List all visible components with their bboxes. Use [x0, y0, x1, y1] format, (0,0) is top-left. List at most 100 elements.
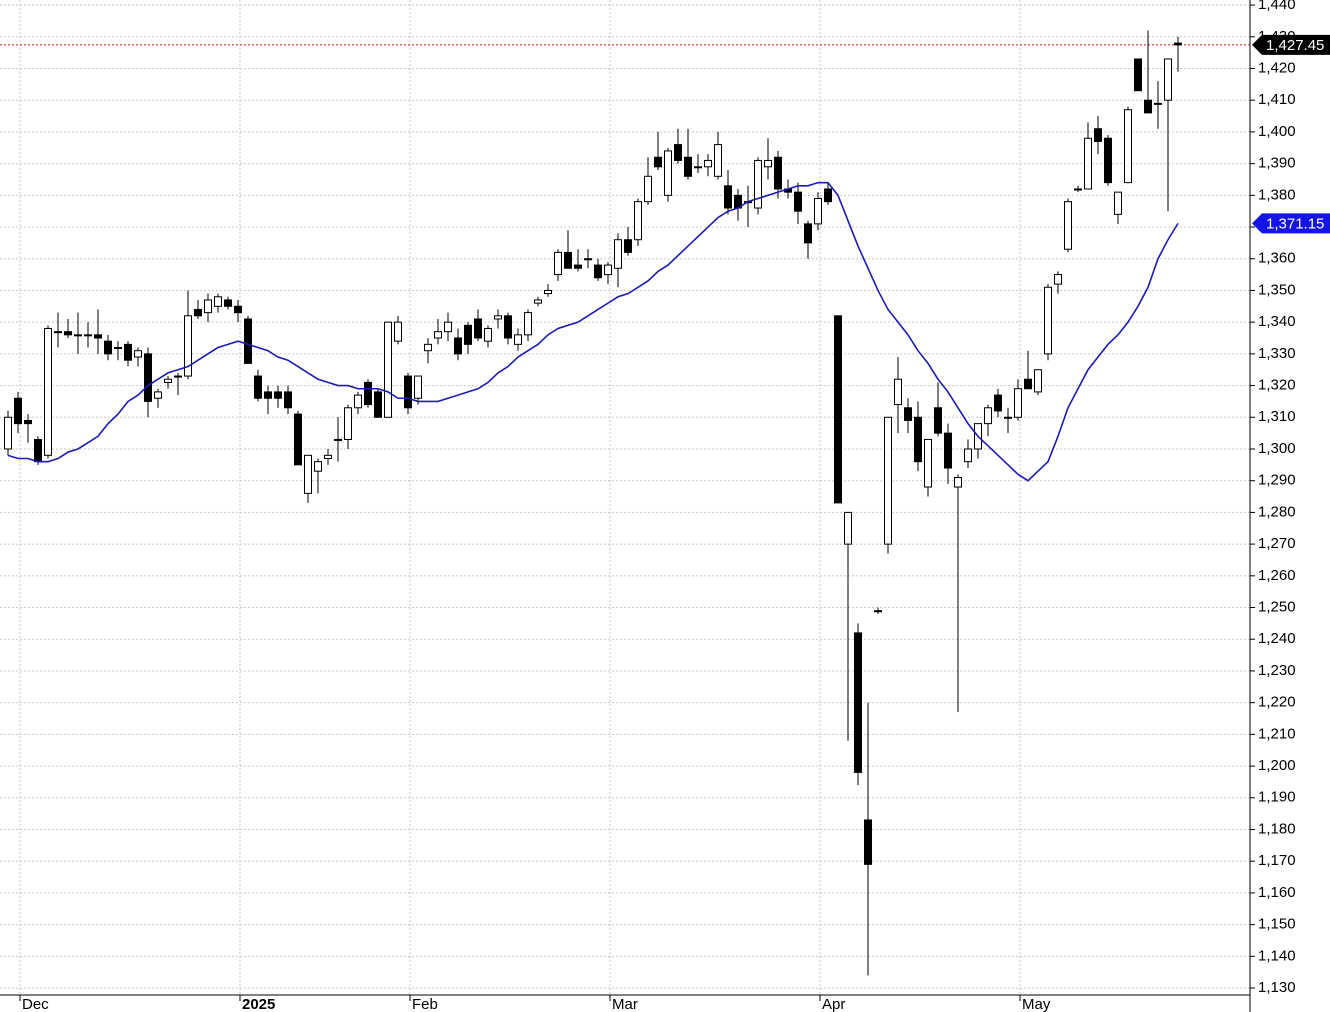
y-tick-label: 1,320 [1258, 377, 1296, 394]
candle-body [574, 264, 582, 269]
candle-body [904, 407, 912, 421]
candle-body [44, 327, 52, 456]
y-tick-label: 1,340 [1258, 313, 1296, 330]
candle-body [1174, 42, 1182, 46]
candle-body [984, 407, 992, 425]
candle-body [1124, 109, 1132, 184]
x-tick-label: 2025 [242, 996, 275, 1012]
candle-body [4, 416, 12, 450]
candle-body [214, 296, 222, 307]
candle-body [1154, 102, 1162, 105]
candle-body [924, 438, 932, 488]
candle-body [664, 150, 672, 196]
candle-body [284, 391, 292, 409]
y-tick-label: 1,150 [1258, 916, 1296, 933]
candle-body [194, 308, 202, 317]
x-tick-label: Mar [612, 996, 638, 1012]
candle-body [834, 315, 842, 504]
candle-body [1064, 201, 1072, 250]
candle-body [14, 397, 22, 425]
y-tick-label: 1,420 [1258, 59, 1296, 76]
candle-body [964, 448, 972, 463]
y-tick-label: 1,400 [1258, 123, 1296, 140]
candle-body [274, 391, 282, 399]
candle-body [1104, 137, 1112, 184]
candle-body [694, 166, 702, 169]
candle-body [394, 321, 402, 342]
candle-body [34, 438, 42, 463]
candle-body [154, 391, 162, 399]
candle-body [334, 438, 342, 441]
y-tick-label: 1,440 [1258, 0, 1296, 13]
candle-body [164, 378, 172, 383]
candle-body [384, 321, 392, 418]
candle-body [294, 413, 302, 466]
candle-body [504, 315, 512, 339]
y-tick-label: 1,190 [1258, 789, 1296, 806]
y-tick-label: 1,240 [1258, 630, 1296, 647]
candle-body [704, 159, 712, 168]
candle-body [584, 258, 592, 261]
candle-body [1114, 191, 1122, 215]
candle-body [774, 156, 782, 190]
candle-body [934, 407, 942, 434]
candle-body [754, 159, 762, 209]
y-tick-label: 1,300 [1258, 440, 1296, 457]
y-tick-label: 1,360 [1258, 250, 1296, 267]
candle-body [1134, 58, 1142, 92]
candle-body [1014, 388, 1022, 418]
candle-body [434, 331, 442, 339]
x-tick-label: Dec [22, 996, 49, 1012]
candle-body [874, 610, 882, 613]
candle-body [614, 239, 622, 269]
candle-body [1084, 137, 1092, 190]
candle-body [54, 331, 62, 334]
y-tick-label: 1,350 [1258, 281, 1296, 298]
candle-body [444, 321, 452, 333]
y-tick-label: 1,380 [1258, 186, 1296, 203]
candle-body [524, 312, 532, 336]
x-tick-label: Apr [822, 996, 845, 1012]
candle-body [914, 416, 922, 463]
y-tick-label: 1,410 [1258, 91, 1296, 108]
candle-body [1054, 274, 1062, 285]
candle-body [374, 391, 382, 418]
candle-body [514, 334, 522, 345]
candle-body [564, 251, 572, 269]
candle-body [234, 305, 242, 314]
candle-body [894, 378, 902, 406]
candle-body [24, 419, 32, 425]
price-marker-label: 1,427.45 [1266, 37, 1324, 54]
candle-body [554, 251, 562, 276]
candle-body [304, 454, 312, 494]
candle-body [1144, 99, 1152, 114]
candle-body [1074, 188, 1082, 191]
candle-body [264, 391, 272, 399]
candle-body [74, 334, 82, 337]
candle-body [804, 223, 812, 244]
candle-body [594, 264, 602, 279]
candle-body [724, 185, 732, 209]
candle-body [814, 197, 822, 225]
price-marker-label: 1,371.15 [1266, 215, 1324, 232]
candle-body [864, 819, 872, 865]
candle-body [1044, 286, 1052, 355]
candle-body [224, 299, 232, 307]
candle-body [824, 188, 832, 203]
candle-body [244, 318, 252, 364]
candle-body [84, 334, 92, 337]
y-tick-label: 1,130 [1258, 979, 1296, 996]
candle-body [184, 315, 192, 377]
y-tick-label: 1,290 [1258, 472, 1296, 489]
candle-body [424, 343, 432, 352]
candle-body [844, 511, 852, 545]
candle-body [624, 239, 632, 253]
candle-body [954, 477, 962, 488]
y-tick-label: 1,210 [1258, 725, 1296, 742]
candle-body [764, 159, 772, 168]
candle-body [64, 331, 72, 336]
candle-body [484, 327, 492, 342]
candle-body [1004, 416, 1012, 419]
candle-body [134, 350, 142, 358]
